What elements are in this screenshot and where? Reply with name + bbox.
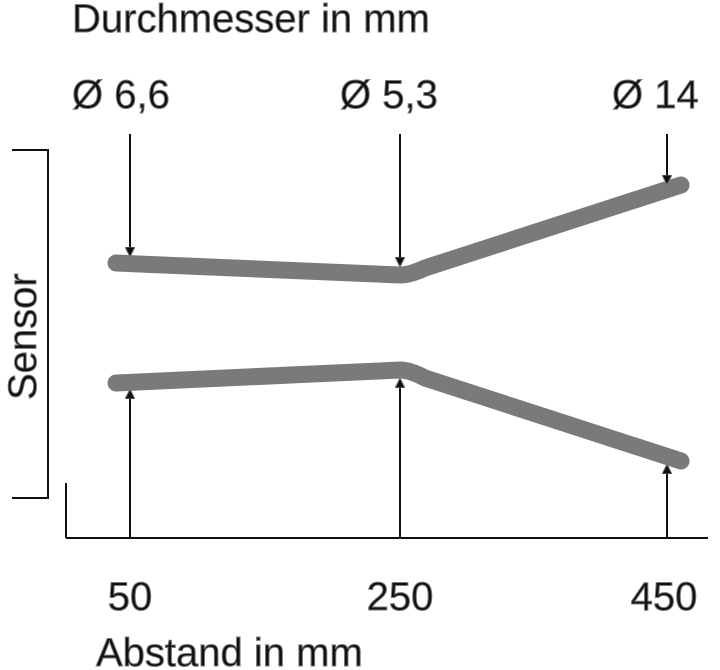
diameter-label-50: Ø 6,6 — [72, 73, 170, 117]
diameter-label-450: Ø 14 — [612, 73, 699, 117]
beam-lower-contour — [107, 361, 690, 470]
x-tick-label-450: 450 — [631, 575, 698, 619]
beam-upper-contour — [107, 176, 690, 284]
x-tick-label-50: 50 — [108, 575, 153, 619]
sensor-bracket — [12, 149, 49, 499]
diameter-label-250: Ø 5,3 — [340, 73, 438, 117]
x-axis-title: Abstand in mm — [96, 631, 363, 670]
sensor-label: Sensor — [1, 273, 45, 400]
diagram-title: Durchmesser in mm — [72, 0, 430, 41]
x-tick-label-250: 250 — [367, 575, 434, 619]
